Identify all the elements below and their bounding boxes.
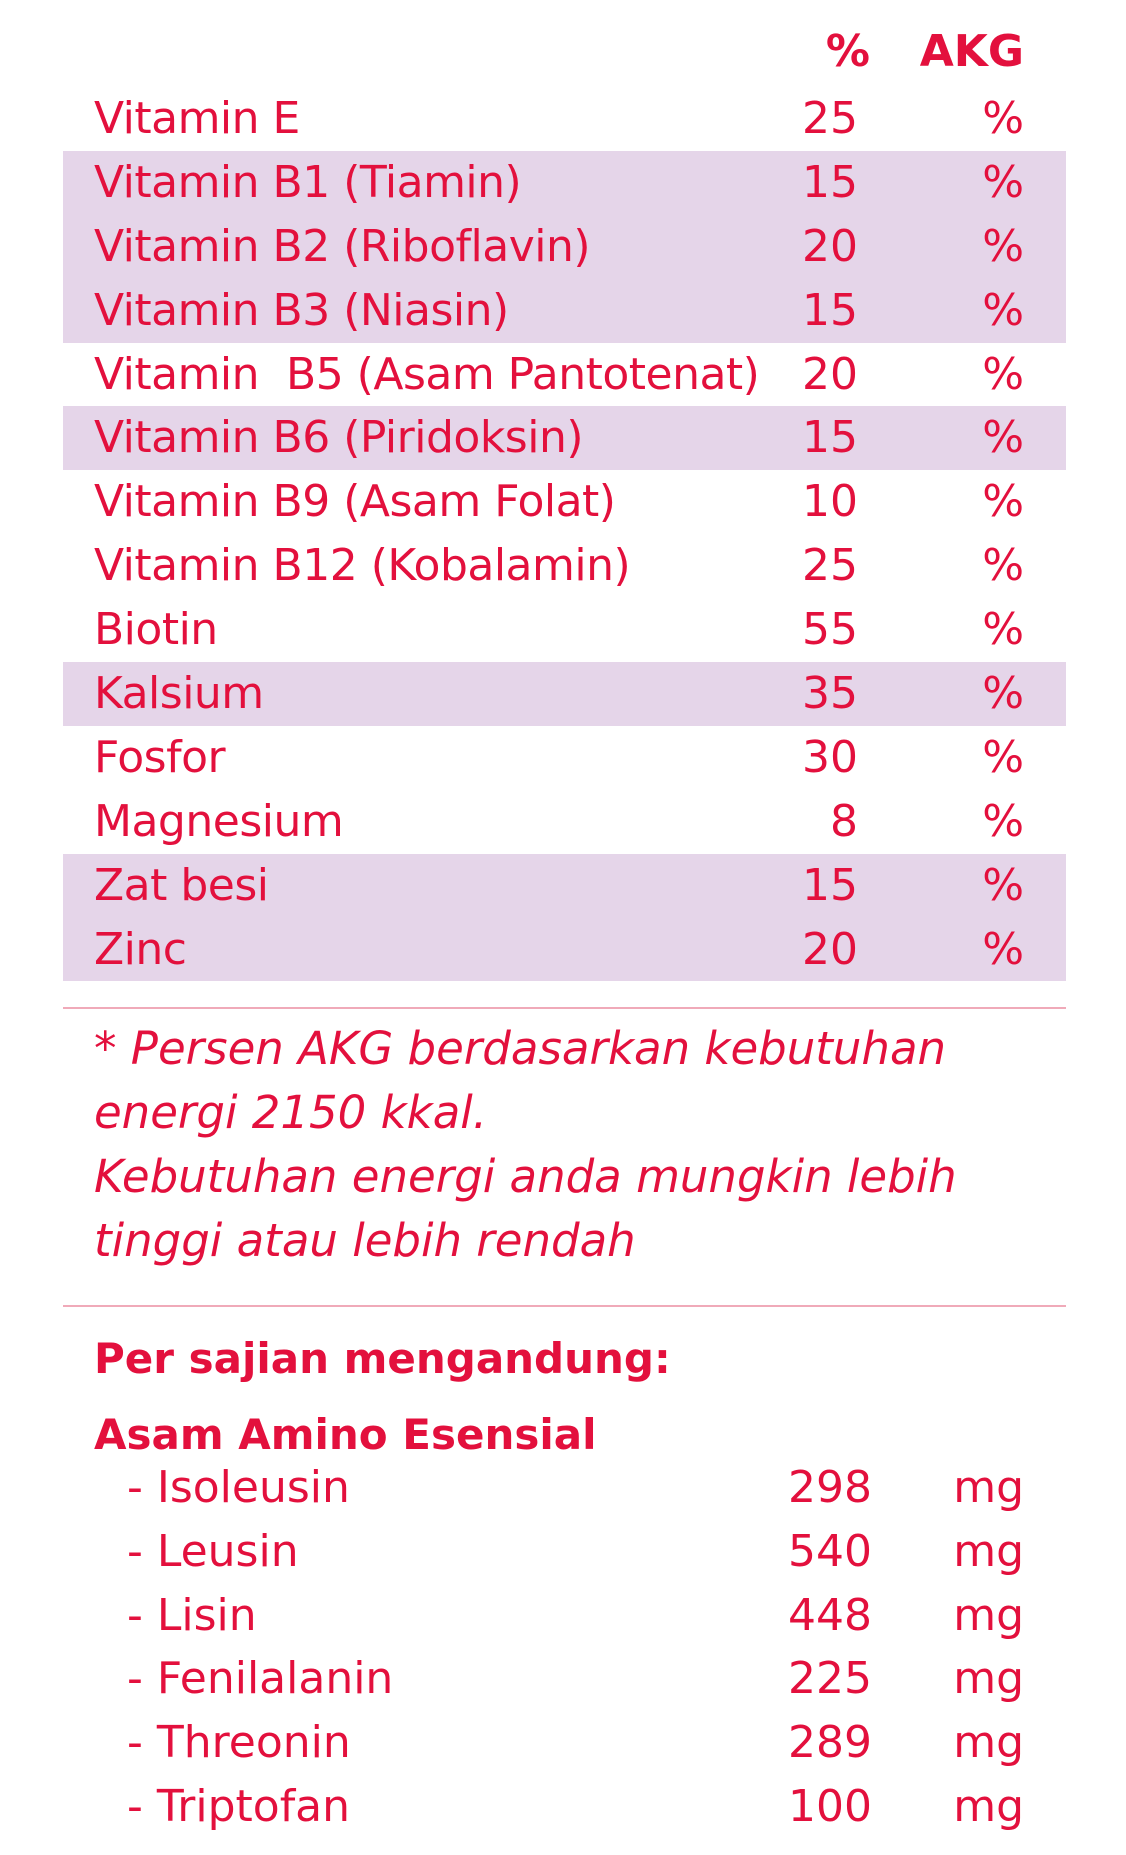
- nutrient-unit: %: [982, 93, 1024, 144]
- nutrient-name: Vitamin B5 (Asam Pantotenat): [94, 348, 760, 400]
- amino-acid-list: - Isoleusin 298 mg - Leusin 540 mg - Lisin 448 m…: [63, 1456, 1066, 1839]
- amino-acid-name: - Triptofan: [127, 1780, 351, 1832]
- nutrient-value: 35: [802, 668, 858, 720]
- nutrient-name: Biotin: [94, 604, 218, 656]
- nutrient-value: 20: [802, 348, 858, 400]
- nutrient-value: 20: [802, 923, 858, 975]
- nutrient-name: Kalsium: [94, 668, 264, 720]
- nutrient-table: Vitamin E 25% Vitamin B1 (Tiamin) 15% Vitami…: [63, 87, 1066, 982]
- nutrient-name: Magnesium: [94, 795, 344, 847]
- amino-acid-row: - Triptofan 100 mg: [63, 1775, 1066, 1839]
- amino-acid-row: - Lisin 448 mg: [63, 1584, 1066, 1648]
- nutrient-row: Vitamin E 25%: [63, 87, 1066, 151]
- amino-acid-title: Asam Amino Esensial: [94, 1410, 597, 1459]
- nutrient-row: Vitamin B9 (Asam Folat) 10%: [63, 470, 1066, 534]
- nutrient-name: Zat besi: [94, 859, 269, 911]
- nutrient-value: 25: [802, 540, 858, 592]
- nutrient-unit: %: [982, 923, 1024, 975]
- amino-acid-value: 225: [788, 1653, 872, 1705]
- nutrient-value: 25: [802, 93, 858, 144]
- nutrient-unit: %: [982, 348, 1024, 400]
- nutrient-unit: %: [982, 476, 1024, 528]
- per-serving-title: Per sajian mengandung:: [94, 1334, 671, 1383]
- nutrient-row: Vitamin B5 (Asam Pantotenat) 20%: [63, 343, 1066, 407]
- amino-acid-row: - Fenilalanin 225 mg: [63, 1647, 1066, 1711]
- nutrient-name: Fosfor: [94, 731, 226, 783]
- divider-bottom: [63, 1305, 1066, 1307]
- nutrient-unit: %: [982, 412, 1024, 464]
- nutrient-name: Vitamin B12 (Kobalamin): [94, 540, 631, 592]
- nutrient-name: Zinc: [94, 923, 187, 975]
- amino-acid-name: - Lisin: [127, 1589, 257, 1641]
- nutrient-name: Vitamin B2 (Riboflavin): [94, 220, 591, 272]
- nutrient-value: 55: [802, 604, 858, 656]
- nutrient-row: Zinc 20%: [63, 917, 1066, 982]
- amino-acid-value: 540: [788, 1525, 872, 1577]
- nutrient-unit: %: [982, 731, 1024, 783]
- nutrient-row: Fosfor 30%: [63, 726, 1066, 790]
- nutrient-row: Magnesium 8%: [63, 790, 1066, 854]
- nutrient-unit: %: [982, 795, 1024, 847]
- amino-acid-row: - Isoleusin 298 mg: [63, 1456, 1066, 1520]
- amino-acid-row: - Leusin 540 mg: [63, 1520, 1066, 1584]
- nutrient-unit: %: [982, 540, 1024, 592]
- amino-acid-unit: mg: [953, 1780, 1024, 1832]
- amino-acid-unit: mg: [953, 1653, 1024, 1705]
- amino-acid-row: - Threonin 289 mg: [63, 1711, 1066, 1775]
- nutrient-row: Biotin 55%: [63, 598, 1066, 662]
- nutrient-unit: %: [982, 859, 1024, 911]
- nutrient-unit: %: [982, 604, 1024, 656]
- nutrient-name: Vitamin E: [94, 93, 300, 144]
- nutrient-value: 10: [802, 476, 858, 528]
- amino-acid-name: - Isoleusin: [127, 1462, 350, 1513]
- nutrient-value: 8: [830, 795, 858, 847]
- nutrient-row: Vitamin B12 (Kobalamin) 25%: [63, 534, 1066, 598]
- divider-top: [63, 1007, 1066, 1009]
- nutrient-unit: %: [982, 668, 1024, 720]
- nutrient-value: 15: [802, 156, 858, 208]
- nutrient-name: Vitamin B6 (Piridoksin): [94, 412, 584, 464]
- amino-acid-name: - Fenilalanin: [127, 1653, 394, 1705]
- nutrient-row: Zat besi 15%: [63, 853, 1066, 918]
- table-header: % AKG: [63, 20, 1066, 84]
- nutrient-value: 15: [802, 284, 858, 336]
- nutrient-unit: %: [982, 220, 1024, 272]
- amino-acid-value: 298: [788, 1462, 872, 1513]
- nutrient-value: 15: [802, 412, 858, 464]
- akg-header: AKG: [919, 26, 1024, 77]
- nutrient-name: Vitamin B1 (Tiamin): [94, 156, 522, 208]
- nutrient-unit: %: [982, 284, 1024, 336]
- amino-acid-value: 289: [788, 1717, 872, 1769]
- amino-acid-name: - Threonin: [127, 1717, 351, 1769]
- amino-acid-value: 100: [788, 1780, 872, 1832]
- amino-acid-unit: mg: [953, 1717, 1024, 1769]
- amino-acid-unit: mg: [953, 1525, 1024, 1577]
- nutrient-row: Vitamin B1 (Tiamin) 15%: [63, 150, 1066, 215]
- amino-acid-value: 448: [788, 1589, 872, 1641]
- nutrient-row: Vitamin B3 (Niasin) 15%: [63, 278, 1066, 343]
- nutrient-row: Vitamin B2 (Riboflavin) 20%: [63, 214, 1066, 279]
- nutrient-name: Vitamin B9 (Asam Folat): [94, 476, 616, 528]
- nutrient-row: Vitamin B6 (Piridoksin) 15%: [63, 406, 1066, 471]
- nutrient-value: 30: [802, 731, 858, 783]
- amino-acid-unit: mg: [953, 1462, 1024, 1513]
- amino-acid-name: - Leusin: [127, 1525, 299, 1577]
- akg-footnote: * Persen AKG berdasarkan kebutuhan energ…: [94, 1022, 957, 1267]
- nutrient-row: Kalsium 35%: [63, 662, 1066, 726]
- percent-header: %: [825, 26, 870, 77]
- nutrient-value: 15: [802, 859, 858, 911]
- nutrient-value: 20: [802, 220, 858, 272]
- nutrient-name: Vitamin B3 (Niasin): [94, 284, 509, 336]
- amino-acid-unit: mg: [953, 1589, 1024, 1641]
- nutrient-unit: %: [982, 156, 1024, 208]
